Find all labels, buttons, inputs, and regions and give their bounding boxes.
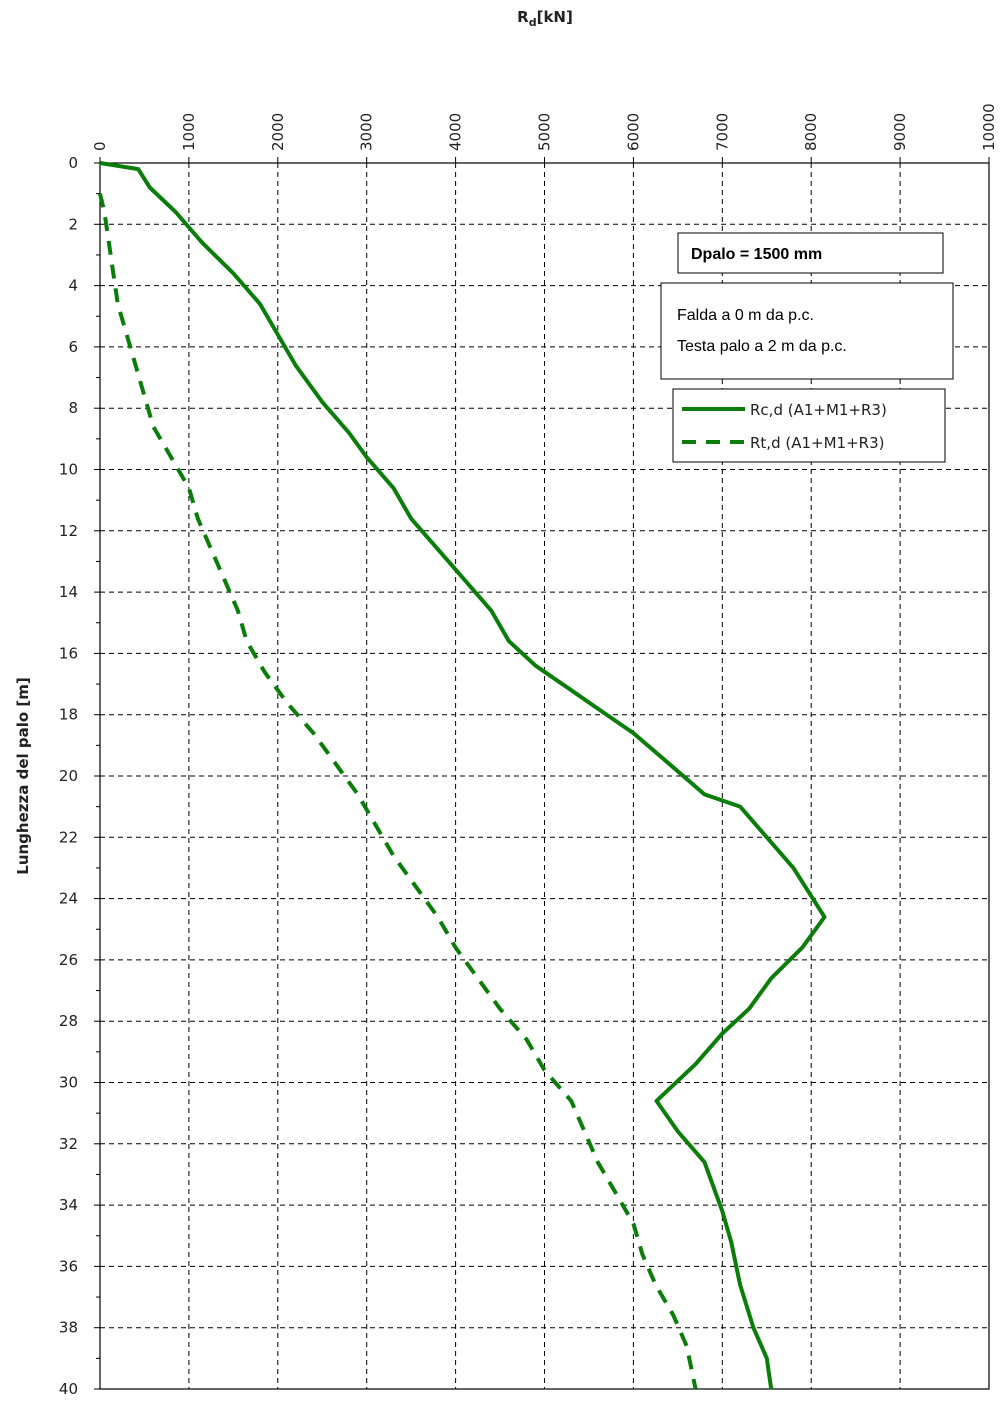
x-tick-label: 5000 [536,113,554,151]
plot-border [99,162,990,1390]
y-tick-label: 32 [59,1135,78,1153]
x-tick-label: 4000 [447,113,465,151]
y-tick-label: 6 [68,338,78,356]
x-tick-label: 2000 [269,113,287,151]
x-tick-label: 1000 [180,113,198,151]
y-tick-label: 12 [59,522,78,540]
y-tick-label: 4 [68,277,78,295]
y-tick-label: 10 [59,461,78,479]
y-tick-label: 36 [59,1257,78,1275]
y-tick-label: 30 [59,1074,78,1092]
y-tick-label: 8 [68,399,78,417]
x-tick-label: 6000 [624,113,642,151]
diameter-box: Dpalo = 1500 mm [677,232,944,274]
x-axis-title: Rd[kN] [517,8,573,29]
legend-label-rcd: Rc,d (A1+M1+R3) [750,401,887,419]
legend: Rc,d (A1+M1+R3) Rt,d (A1+M1+R3) [672,388,946,463]
x-tick-label: 3000 [358,113,376,151]
y-tick-label: 2 [68,215,78,233]
plot-frame [94,157,990,1390]
notes-box: Falda a 0 m da p.c. Testa palo a 2 m da … [660,282,954,380]
legend-label-rtd: Rt,d (A1+M1+R3) [750,434,884,452]
y-tick-label: 40 [59,1380,78,1398]
grid-layer [100,163,989,1389]
y-tick-label: 34 [59,1196,78,1214]
y-tick-label: 20 [59,767,78,785]
y-tick-label: 26 [59,951,78,969]
y-tick-label: 18 [59,706,78,724]
tick-labels: 0 1000 2000 3000 4000 5000 6000 7000 8000 9000 100… [59,103,998,1398]
y-axis-title: Lunghezza del palo [m] [14,677,32,874]
note-line-2: Testa palo a 2 m da p.c. [677,338,847,355]
x-tick-label: 7000 [713,113,731,151]
x-tick-label: 9000 [891,113,909,151]
y-tick-label: 22 [59,828,78,846]
series-rcd-line [99,161,827,1390]
diameter-label: Dpalo = 1500 mm [691,246,822,263]
series-layer [98,161,827,1390]
x-tick-label: 0 [91,141,109,151]
y-tick-label: 16 [59,644,78,662]
x-tick-label: 8000 [802,113,820,151]
note-line-1: Falda a 0 m da p.c. [677,307,814,324]
y-tick-label: 28 [59,1012,78,1030]
x-tick-label: 10000 [980,103,998,151]
y-tick-label: 0 [68,154,78,172]
y-tick-label: 14 [59,583,78,601]
y-tick-label: 24 [59,890,78,908]
y-tick-label: 38 [59,1319,78,1337]
